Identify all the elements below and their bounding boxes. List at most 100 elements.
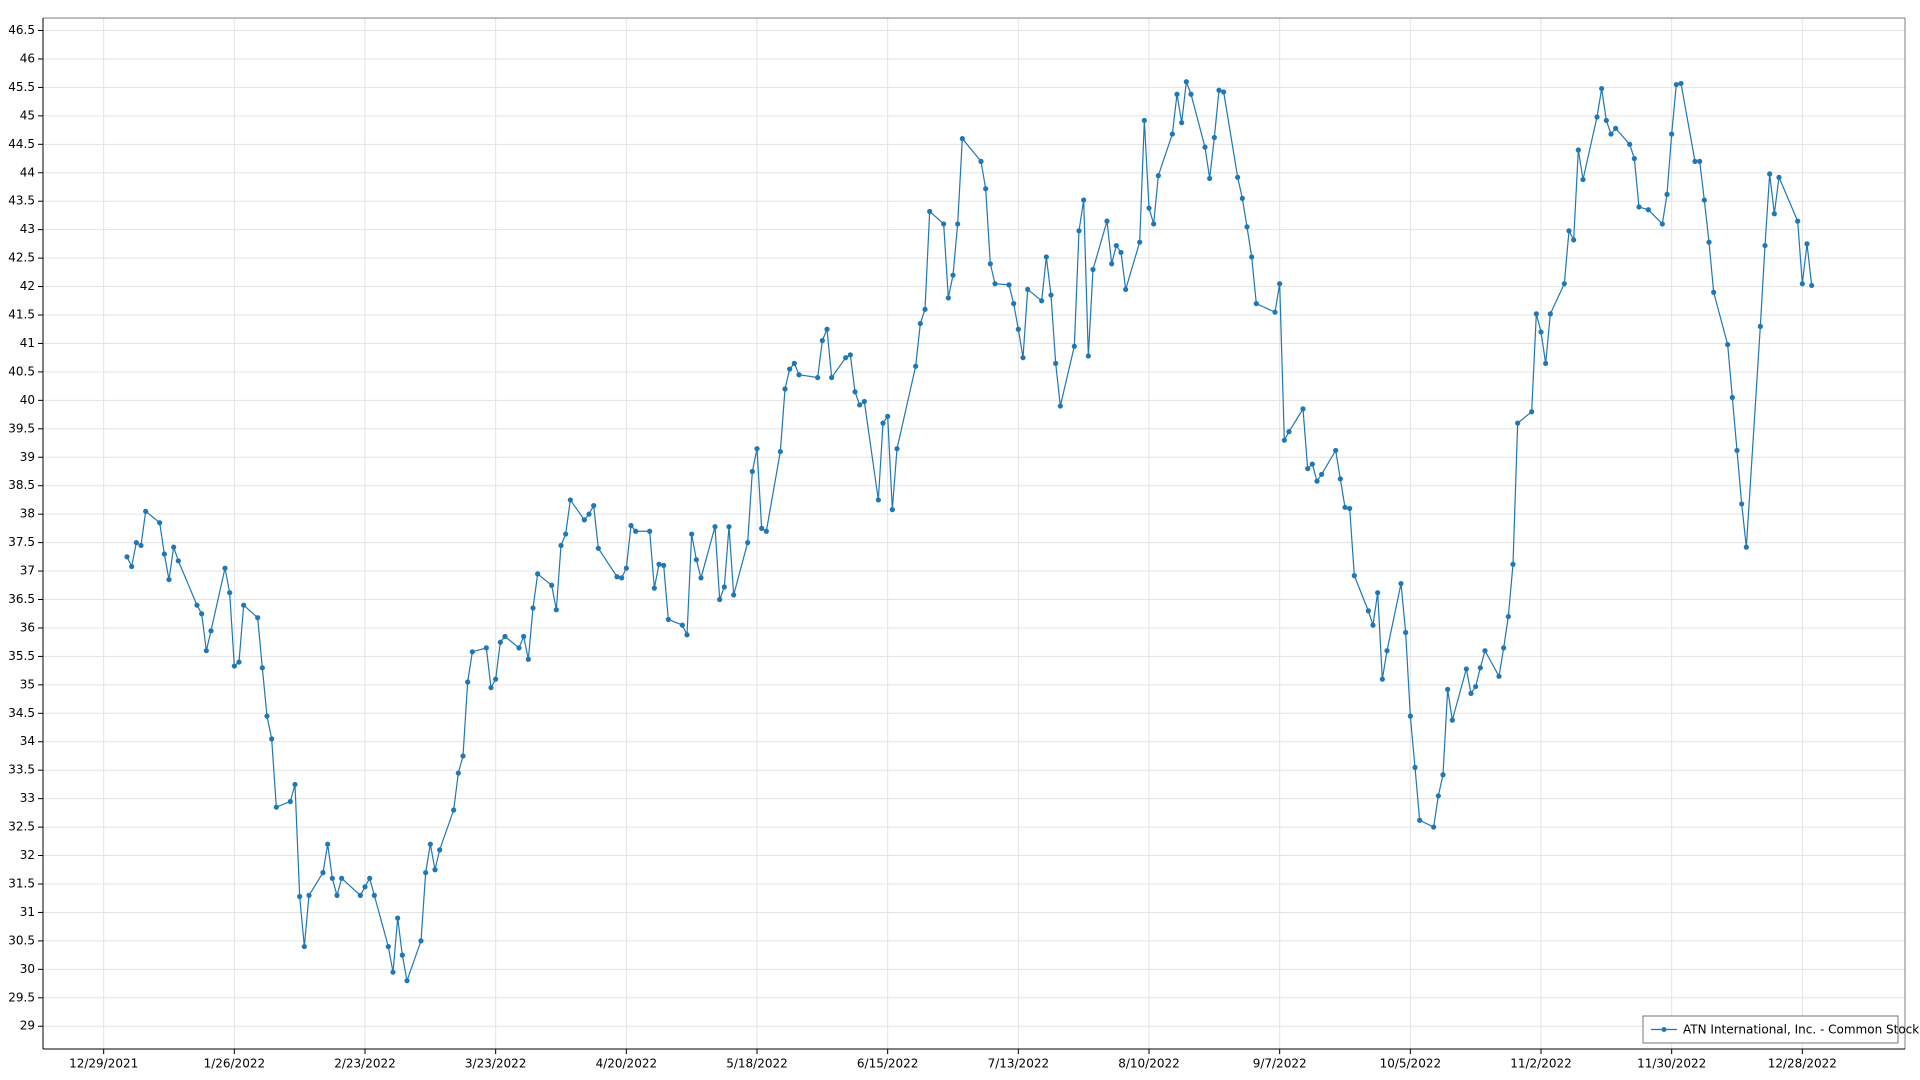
data-point [1025, 286, 1031, 293]
y-tick-label: 44.5 [8, 137, 35, 151]
y-tick-label: 30.5 [8, 933, 35, 947]
y-tick-label: 45 [20, 108, 35, 122]
data-point [1183, 79, 1189, 85]
y-tick-label: 38.5 [8, 478, 35, 492]
data-point [1155, 173, 1161, 179]
data-point [1342, 504, 1348, 510]
data-point [1659, 221, 1665, 227]
data-point [1020, 355, 1026, 361]
data-point [1547, 311, 1553, 317]
data-point [1169, 131, 1175, 137]
data-point [1235, 174, 1241, 180]
data-point [689, 531, 695, 537]
data-point [1697, 158, 1703, 164]
data-point [1006, 282, 1012, 288]
y-tick-label: 32.5 [8, 820, 35, 834]
x-tick-label: 3/23/2022 [465, 1057, 527, 1071]
data-point [143, 508, 149, 514]
data-point [927, 208, 933, 215]
data-point [1734, 447, 1740, 454]
data-point [1053, 360, 1059, 366]
data-point [208, 628, 214, 634]
data-point [1151, 221, 1157, 227]
data-point [1085, 353, 1091, 359]
data-point [1403, 629, 1409, 636]
data-point [236, 659, 242, 665]
data-point [427, 841, 433, 847]
data-point [1202, 144, 1208, 150]
x-tick-label: 5/18/2022 [726, 1057, 788, 1071]
data-point [1739, 501, 1745, 507]
data-point [1771, 211, 1777, 217]
y-tick-label: 33.5 [8, 763, 35, 777]
x-tick-label: 1/26/2022 [204, 1057, 266, 1071]
data-point [1776, 174, 1782, 180]
data-point [950, 272, 956, 278]
data-point [1627, 141, 1633, 147]
data-point [1011, 301, 1017, 307]
x-tick-label: 10/5/2022 [1380, 1057, 1442, 1071]
x-tick-label: 9/7/2022 [1253, 1057, 1307, 1071]
data-point [175, 558, 181, 564]
data-point [1309, 461, 1315, 467]
data-point [875, 497, 881, 503]
x-tick-label: 11/30/2022 [1637, 1057, 1706, 1071]
data-point [1113, 242, 1119, 249]
data-point [1594, 114, 1600, 120]
y-tick-label: 36.5 [8, 592, 35, 606]
data-point [1757, 323, 1763, 329]
data-point [325, 841, 331, 847]
data-point [717, 596, 723, 603]
data-point [1286, 429, 1292, 435]
data-point [1277, 281, 1283, 287]
data-point [684, 632, 690, 638]
data-point [1561, 281, 1567, 287]
data-point [1174, 91, 1180, 97]
y-tick-label: 42.5 [8, 251, 35, 265]
data-point [222, 565, 228, 571]
data-point [1463, 666, 1469, 672]
x-tick-label: 4/20/2022 [596, 1057, 658, 1071]
data-point [423, 870, 429, 876]
data-point [399, 952, 405, 958]
data-point [1123, 286, 1129, 293]
data-point [1249, 254, 1255, 260]
data-point [460, 753, 466, 759]
data-point [231, 663, 237, 669]
data-point [1417, 817, 1423, 823]
data-point [917, 320, 923, 327]
data-point [404, 978, 410, 984]
data-point [1015, 326, 1021, 332]
data-point [1669, 131, 1675, 137]
data-point [255, 615, 261, 621]
data-point [1048, 292, 1054, 298]
data-point [619, 575, 625, 581]
data-point [1762, 242, 1768, 249]
data-point [1603, 117, 1609, 124]
data-point [628, 522, 634, 529]
data-point [1505, 613, 1511, 620]
y-tick-label: 33 [20, 791, 35, 805]
data-point [199, 611, 205, 617]
data-point [357, 892, 363, 898]
data-point [535, 571, 541, 577]
data-point [390, 969, 396, 975]
y-tick-label: 29.5 [8, 990, 35, 1004]
data-point [1482, 648, 1488, 654]
y-tick-label: 40 [20, 393, 35, 407]
y-tick-label: 40.5 [8, 364, 35, 378]
data-point [815, 374, 821, 381]
y-tick-label: 43 [20, 222, 35, 236]
data-point [1645, 207, 1651, 213]
data-point [493, 676, 499, 682]
data-point [1580, 176, 1586, 183]
data-point [1370, 622, 1376, 628]
data-point [385, 943, 391, 950]
data-point [1118, 249, 1124, 256]
data-point [959, 136, 965, 142]
data-point [432, 867, 438, 873]
data-point [796, 372, 802, 378]
data-point [1725, 341, 1731, 348]
x-tick-label: 2/23/2022 [334, 1057, 396, 1071]
